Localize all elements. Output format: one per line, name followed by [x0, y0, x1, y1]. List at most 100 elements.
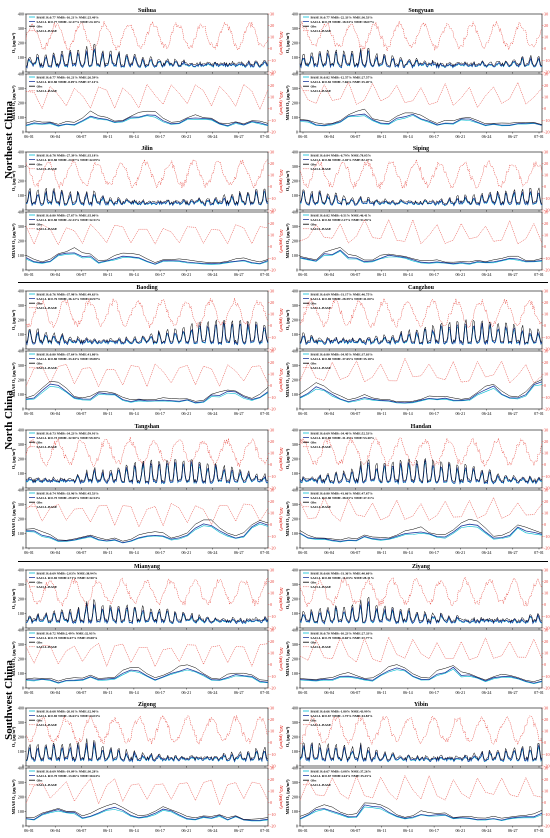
left-axis-label: O₃ (μg/m³) [285, 726, 290, 747]
left-tick-label: 100 [18, 115, 24, 120]
left-tick-label: 0 [296, 207, 298, 212]
x-tick-label: 06-11 [377, 690, 387, 695]
left-axis-label: O₃ (μg/m³) [285, 448, 290, 469]
x-tick-label: 06-21 [455, 411, 465, 416]
x-tick-label: 06-24 [208, 411, 219, 416]
left-tick-label: 400 [292, 427, 298, 432]
right-tick-label: 0 [270, 244, 272, 249]
right-tick-label: 10 [544, 372, 548, 377]
left-tick-label: 300 [18, 86, 24, 91]
legend-entry: SA1LL-BASE [37, 505, 58, 509]
legend-entry: SA1LL-BASE [311, 366, 332, 370]
right-tick-label: 30 [270, 149, 274, 154]
legend-entry: Obs [311, 223, 318, 227]
x-tick-label: 06-17 [155, 550, 165, 555]
left-axis-label: O₃ (μg/m³) [285, 32, 290, 53]
series-diff-line [25, 20, 269, 52]
left-axis-label: O₃ (μg/m³) [11, 726, 16, 747]
x-tick-label: 06-01 [24, 272, 34, 277]
legend-entry: Obs [311, 641, 318, 645]
x-tick-label: 06-14 [129, 550, 140, 555]
right-tick-label: 30 [270, 11, 274, 16]
left-axis-label: O₃ (μg/m³) [11, 588, 16, 609]
right-tick-label: 0 [544, 46, 546, 51]
left-tick-label: 0 [22, 685, 24, 690]
right-tick-label: 20 [270, 161, 274, 166]
left-tick-label: 200 [292, 456, 298, 461]
right-tick-label: 30 [270, 209, 274, 214]
x-tick-label: 06-04 [324, 690, 335, 695]
series-obs-line [299, 187, 543, 205]
series-sa1ll-line [299, 523, 543, 542]
right-tick-label: 10 [544, 35, 548, 40]
right-tick-label: 10 [270, 789, 274, 794]
region-divider [18, 282, 548, 283]
legend-entry: Obs [311, 501, 318, 505]
left-tick-label: 300 [18, 442, 24, 447]
right-tick-label: -20 [544, 346, 550, 351]
left-axis-label: MDA8 O₃ (μg/m³) [11, 641, 16, 676]
series-base-line [25, 523, 269, 544]
right-tick-label: -20 [544, 763, 550, 768]
right-tick-label: 10 [544, 729, 548, 734]
left-tick-label: 0 [22, 485, 24, 490]
left-axis-label: O₃ (μg/m³) [11, 170, 16, 191]
left-tick-label: 200 [292, 377, 298, 382]
left-tick-label: 300 [292, 720, 298, 725]
left-tick-label: 0 [22, 406, 24, 411]
series-base-line [25, 253, 269, 265]
legend-entry: BASE R:0.76 NMB:-37.98% NME:49.63% [37, 292, 100, 296]
right-axis-label: ΔO₃ (μg/m³) [279, 368, 284, 392]
series-diff-line [299, 297, 543, 329]
x-tick-label: 06-01 [298, 411, 308, 416]
legend-entry: BASE R:0.66 NMB:-31.36% NME:40.60% [311, 571, 374, 575]
right-tick-label: 10 [270, 35, 274, 40]
left-tick-label: 400 [292, 487, 298, 492]
x-tick-label: 06-04 [50, 550, 61, 555]
x-tick-label: 06-17 [429, 690, 439, 695]
right-tick-label: 10 [544, 591, 548, 596]
series-obs-line [299, 247, 543, 263]
series-obs-line [25, 247, 269, 264]
left-tick-label: 0 [22, 69, 24, 74]
series-sa1ll-line [25, 322, 269, 346]
legend-entry: Obs [37, 163, 44, 167]
city-title: Jilin [141, 146, 153, 152]
x-tick-label: 06-11 [377, 134, 387, 139]
series-diff-line [25, 502, 269, 528]
series-base-line [25, 669, 269, 684]
series-obs-line [299, 379, 543, 403]
x-tick-label: 06-24 [208, 690, 219, 695]
city-title: Handan [411, 424, 432, 430]
x-tick-label: 06-07 [77, 411, 87, 416]
right-tick-label: 30 [544, 427, 548, 432]
left-tick-label: 100 [18, 809, 24, 814]
series-sa1ll-line [25, 383, 269, 404]
series-sa1ll-line [299, 458, 543, 485]
right-tick-label: -20 [544, 406, 550, 411]
left-tick-label: 300 [18, 26, 24, 31]
legend-entry: SA1LL-BASE [37, 366, 58, 370]
series-diff-line [299, 496, 543, 522]
x-tick-label: 06-07 [351, 690, 361, 695]
right-tick-label: 0 [270, 522, 272, 527]
plot-frame [299, 151, 543, 211]
series-diff-line [299, 81, 543, 109]
left-tick-label: 100 [18, 392, 24, 397]
left-tick-label: 300 [292, 780, 298, 785]
x-tick-label: 06-21 [181, 690, 191, 695]
left-tick-label: 0 [296, 406, 298, 411]
x-tick-label: 06-17 [155, 134, 165, 139]
right-tick-label: -20 [270, 69, 276, 74]
series-diff-line [299, 159, 543, 190]
legend-entry: Obs [311, 302, 318, 306]
right-tick-label: 0 [270, 184, 272, 189]
right-tick-label: -10 [270, 614, 276, 619]
x-tick-label: 06-07 [351, 134, 361, 139]
legend-entry: SA1LL-BASE [37, 89, 58, 93]
right-tick-label: 30 [544, 487, 548, 492]
legend-entry: Obs [37, 25, 44, 29]
x-tick-label: 06-04 [324, 272, 335, 277]
left-tick-label: 0 [296, 763, 298, 768]
